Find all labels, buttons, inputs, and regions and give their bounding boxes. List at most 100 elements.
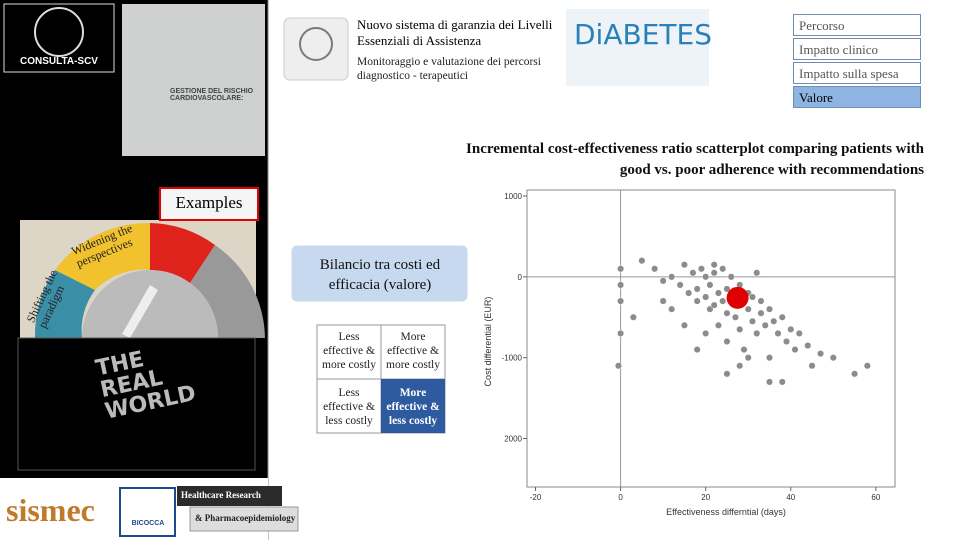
point [659,277,667,285]
menu-item[interactable]: Impatto sulla spesa [793,62,921,84]
balance-box [290,244,469,303]
gauge-gray [190,245,265,338]
point [693,297,701,305]
point [795,329,803,337]
point [723,309,731,317]
quadrant-label: More effective & more costly [386,331,440,371]
menu-item-active[interactable]: Valore [793,86,921,108]
footer-tag2 [189,506,299,532]
point [697,265,705,273]
point [719,265,727,273]
y-axis-label: Cost differential (EUR) [483,297,493,387]
point [727,273,735,281]
chart-title: Incremental cost-effectiveness ratio sca… [466,141,924,178]
point [710,261,718,269]
quadrant-label: Less effective & more costly [322,331,376,371]
point [617,281,625,289]
x-tick-label: 40 [786,493,795,502]
footer-tag1 [177,486,282,506]
logo-frame [3,3,115,73]
quadrant-label: Less effective & less costly [323,387,375,427]
point [702,293,710,301]
balance-label: Bilancio tra costi ed efficacia (valore) [319,257,441,293]
x-tick-label: 20 [701,493,710,502]
point [668,305,676,313]
point [659,297,667,305]
point [676,281,684,289]
point [680,321,688,329]
point [863,362,871,370]
point [736,325,744,333]
header-subtitle: Monitoraggio e valutazione dei percorsi … [357,56,541,82]
point [748,293,757,301]
point [791,346,799,354]
emblem-star [299,27,333,61]
point [744,305,752,313]
point [710,269,718,277]
point [723,285,731,293]
point [816,350,825,358]
point [702,273,710,281]
point [693,285,701,293]
gauge-red [150,223,215,283]
point [693,346,701,354]
logo-text: CONSULTA-SCV [20,56,98,67]
point [782,337,791,346]
point [617,329,625,337]
real-world-frame [17,337,256,471]
menu-item[interactable]: Percorso [793,14,921,36]
point [761,321,769,329]
y-tick-label: 2000 [504,435,522,444]
emblem [283,17,349,81]
point [710,301,718,309]
point [723,337,731,346]
point [685,289,693,297]
diabetes-image [566,9,709,86]
centroid-point [726,286,749,309]
point [638,257,646,265]
uni-logo [119,487,176,537]
gauge-needle [122,285,158,338]
menu-item[interactable]: Impatto clinico [793,38,921,60]
footer-line1: Healthcare Research [181,490,261,500]
y-tick-label: 0 [518,273,523,282]
diabetes-text: DiABETES [574,18,712,51]
point [731,313,740,321]
point [787,325,795,333]
x-axis-label: Effectiveness differntial (days) [666,507,786,517]
point [651,265,659,273]
scatter-chart: 1000 0 -1000 2000 -20 0 20 40 60 Effectiveness di… [483,190,895,517]
point [808,362,816,370]
gauge-inner [82,270,218,338]
x-tick-label: 60 [871,493,880,502]
point [774,329,782,337]
point [714,289,722,297]
point [765,305,774,313]
point [757,309,765,317]
plot-frame [526,189,896,488]
point [765,354,774,362]
point [702,329,710,337]
quadrant-highlight [381,379,445,433]
point [617,297,625,305]
point [753,329,761,337]
point [851,370,859,378]
point [753,269,761,277]
poster-text: GESTIONE DEL RISCHIO CARDIOVASCOLARE: [170,88,254,102]
poster [122,4,265,156]
point [680,261,688,269]
point [829,354,837,362]
point [736,362,744,370]
header-title: Nuovo sistema di garanzia dei Livelli Es… [357,17,553,48]
point [778,378,786,386]
point [748,317,757,325]
uni-text: BICOCCA [131,520,165,527]
point [629,313,637,321]
point [689,269,697,277]
quadrant-label: More effective & less costly [386,387,440,427]
examples-box [159,187,259,221]
point [757,297,765,305]
point [744,354,752,362]
y-tick-label: -1000 [502,354,523,363]
